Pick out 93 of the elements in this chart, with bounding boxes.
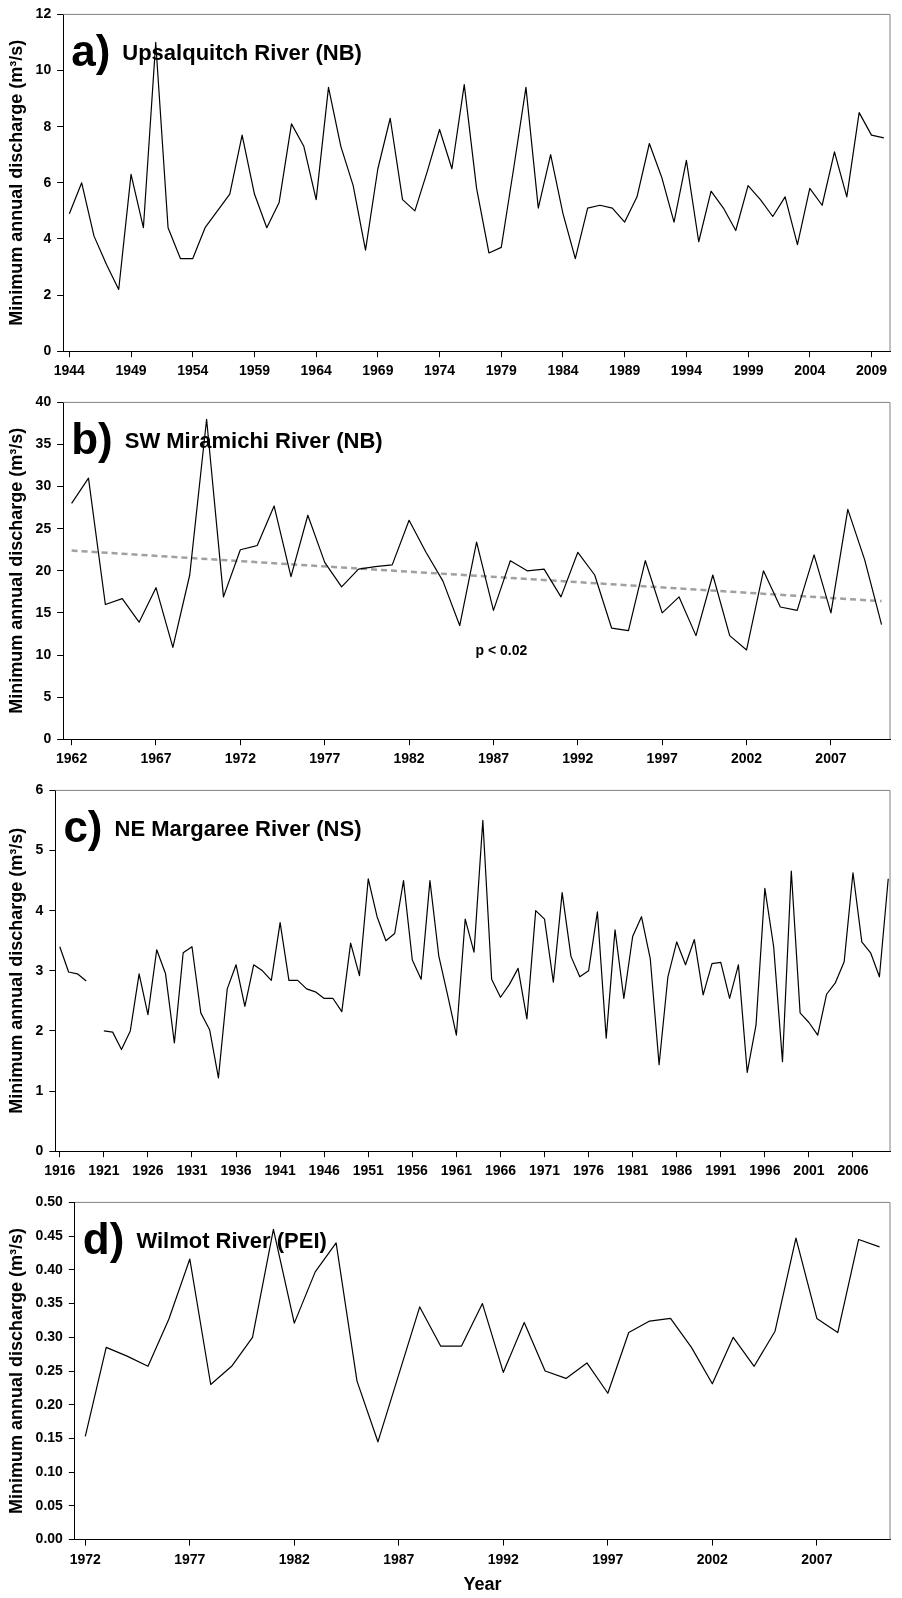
y-tick-label: 5 bbox=[43, 687, 52, 704]
x-tick-label: 1931 bbox=[176, 1162, 208, 1179]
x-tick-label: 1962 bbox=[56, 750, 88, 767]
x-tick-label: 1954 bbox=[177, 362, 209, 379]
y-tick-label: 3 bbox=[35, 961, 44, 978]
x-tick-label: 1989 bbox=[609, 362, 641, 379]
y-tick-label: 0.00 bbox=[35, 1530, 64, 1547]
x-tick-label: 1967 bbox=[140, 750, 172, 767]
x-tick-label: 1959 bbox=[238, 362, 271, 379]
y-tick-label: 15 bbox=[35, 603, 52, 620]
y-tick-label: 0.15 bbox=[35, 1429, 64, 1446]
y-tick-label: 0.35 bbox=[35, 1294, 64, 1311]
x-tick-label: 1972 bbox=[224, 750, 257, 767]
y-tick-label: 20 bbox=[35, 561, 52, 578]
y-tick-label: 10 bbox=[35, 61, 52, 78]
x-tick-label: 1916 bbox=[44, 1162, 76, 1179]
y-tick-label: 25 bbox=[35, 519, 52, 536]
y-tick-label: 0.05 bbox=[35, 1496, 64, 1513]
x-tick-label: 2006 bbox=[837, 1162, 869, 1179]
y-tick-label: 8 bbox=[43, 117, 52, 134]
y-tick-label: 0 bbox=[43, 730, 52, 747]
x-tick-label: 2007 bbox=[815, 750, 847, 767]
x-tick-label: 1956 bbox=[396, 1162, 429, 1179]
x-tick-label: 1921 bbox=[88, 1162, 120, 1179]
y-axis-title: Minimum annual discharge (m³/s) bbox=[5, 1227, 26, 1515]
x-tick-label: 1976 bbox=[573, 1162, 605, 1179]
y-axis-title: Minimum annual discharge (m³/s) bbox=[5, 427, 26, 714]
x-tick-label: 2002 bbox=[696, 1550, 729, 1567]
x-tick-label: 1977 bbox=[174, 1550, 206, 1567]
x-tick-label: 2007 bbox=[801, 1550, 833, 1567]
x-tick-label: 1994 bbox=[670, 362, 703, 379]
y-tick-label: 35 bbox=[35, 435, 52, 452]
y-tick-label: 0.50 bbox=[35, 1193, 64, 1210]
x-tick-label: 1979 bbox=[485, 362, 518, 379]
y-tick-label: 0.20 bbox=[35, 1395, 64, 1412]
x-tick-label: 1987 bbox=[477, 750, 510, 767]
x-tick-label: 1992 bbox=[562, 750, 594, 767]
x-tick-label: 1982 bbox=[278, 1550, 311, 1567]
y-tick-label: 0 bbox=[43, 342, 52, 359]
y-tick-label: 2 bbox=[35, 1021, 44, 1038]
y-tick-label: 0.30 bbox=[35, 1328, 64, 1345]
x-tick-label: 1969 bbox=[362, 362, 394, 379]
x-tick-label: 2001 bbox=[793, 1162, 825, 1179]
y-tick-label: 0.45 bbox=[35, 1226, 64, 1243]
x-tick-label: 1984 bbox=[547, 362, 579, 379]
x-tick-label: 1949 bbox=[115, 362, 147, 379]
x-tick-label: 1992 bbox=[487, 1550, 520, 1567]
x-tick-label: 1997 bbox=[646, 750, 678, 767]
x-tick-label: 2009 bbox=[855, 362, 888, 379]
x-tick-label: 1999 bbox=[732, 362, 764, 379]
y-tick-label: 1 bbox=[35, 1081, 44, 1098]
y-tick-label: 6 bbox=[43, 173, 52, 190]
x-tick-label: 1964 bbox=[300, 362, 332, 379]
x-tick-label: 1991 bbox=[705, 1162, 737, 1179]
y-tick-label: 30 bbox=[35, 477, 52, 494]
annotation: p < 0.02 bbox=[475, 642, 528, 658]
x-tick-label: 1997 bbox=[592, 1550, 624, 1567]
x-tick-label: 1936 bbox=[220, 1162, 252, 1179]
chart-title: d) Wilmot River (PEI) bbox=[82, 1214, 327, 1264]
x-tick-label: 1974 bbox=[423, 362, 456, 379]
x-tick-label: 1972 bbox=[69, 1550, 102, 1567]
x-tick-label: 1926 bbox=[132, 1162, 164, 1179]
y-axis-title: Minimum annual discharge (m³/s) bbox=[5, 39, 26, 326]
x-tick-label: 1971 bbox=[528, 1162, 561, 1179]
x-tick-label: 1941 bbox=[264, 1162, 296, 1179]
x-tick-label: 2004 bbox=[794, 362, 826, 379]
y-tick-label: 10 bbox=[35, 645, 52, 662]
x-tick-label: 2002 bbox=[730, 750, 763, 767]
x-tick-label: 1946 bbox=[308, 1162, 340, 1179]
x-tick-label: 1977 bbox=[309, 750, 341, 767]
y-tick-label: 40 bbox=[35, 393, 52, 410]
x-tick-label: 1981 bbox=[617, 1162, 649, 1179]
y-tick-label: 12 bbox=[35, 5, 52, 22]
y-tick-label: 4 bbox=[35, 901, 44, 918]
y-tick-label: 0.10 bbox=[35, 1463, 64, 1480]
y-axis-title: Minimum annual discharge (m³/s) bbox=[5, 827, 26, 1114]
x-tick-label: 1944 bbox=[53, 362, 86, 379]
x-tick-label: 1986 bbox=[661, 1162, 693, 1179]
x-tick-label: 1982 bbox=[393, 750, 425, 767]
x-tick-label: 1951 bbox=[352, 1162, 385, 1179]
y-tick-label: 5 bbox=[35, 841, 44, 858]
x-tick-label: 1996 bbox=[749, 1162, 781, 1179]
x-tick-label: 1987 bbox=[383, 1550, 415, 1567]
x-tick-label: 1966 bbox=[484, 1162, 517, 1179]
y-tick-label: 0 bbox=[35, 1142, 44, 1159]
y-tick-label: 4 bbox=[43, 229, 52, 246]
y-tick-label: 0.40 bbox=[35, 1260, 64, 1277]
x-tick-label: 1961 bbox=[440, 1162, 473, 1179]
y-tick-label: 0.25 bbox=[35, 1361, 64, 1378]
chart-title: c) NE Margaree River (NS) bbox=[63, 802, 362, 852]
y-tick-label: 6 bbox=[35, 781, 44, 798]
x-axis-title: Year bbox=[463, 1574, 502, 1595]
y-tick-label: 2 bbox=[43, 285, 52, 302]
